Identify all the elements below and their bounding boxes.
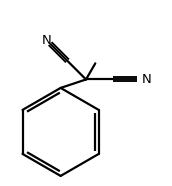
- Text: N: N: [142, 73, 151, 86]
- Text: N: N: [42, 34, 52, 47]
